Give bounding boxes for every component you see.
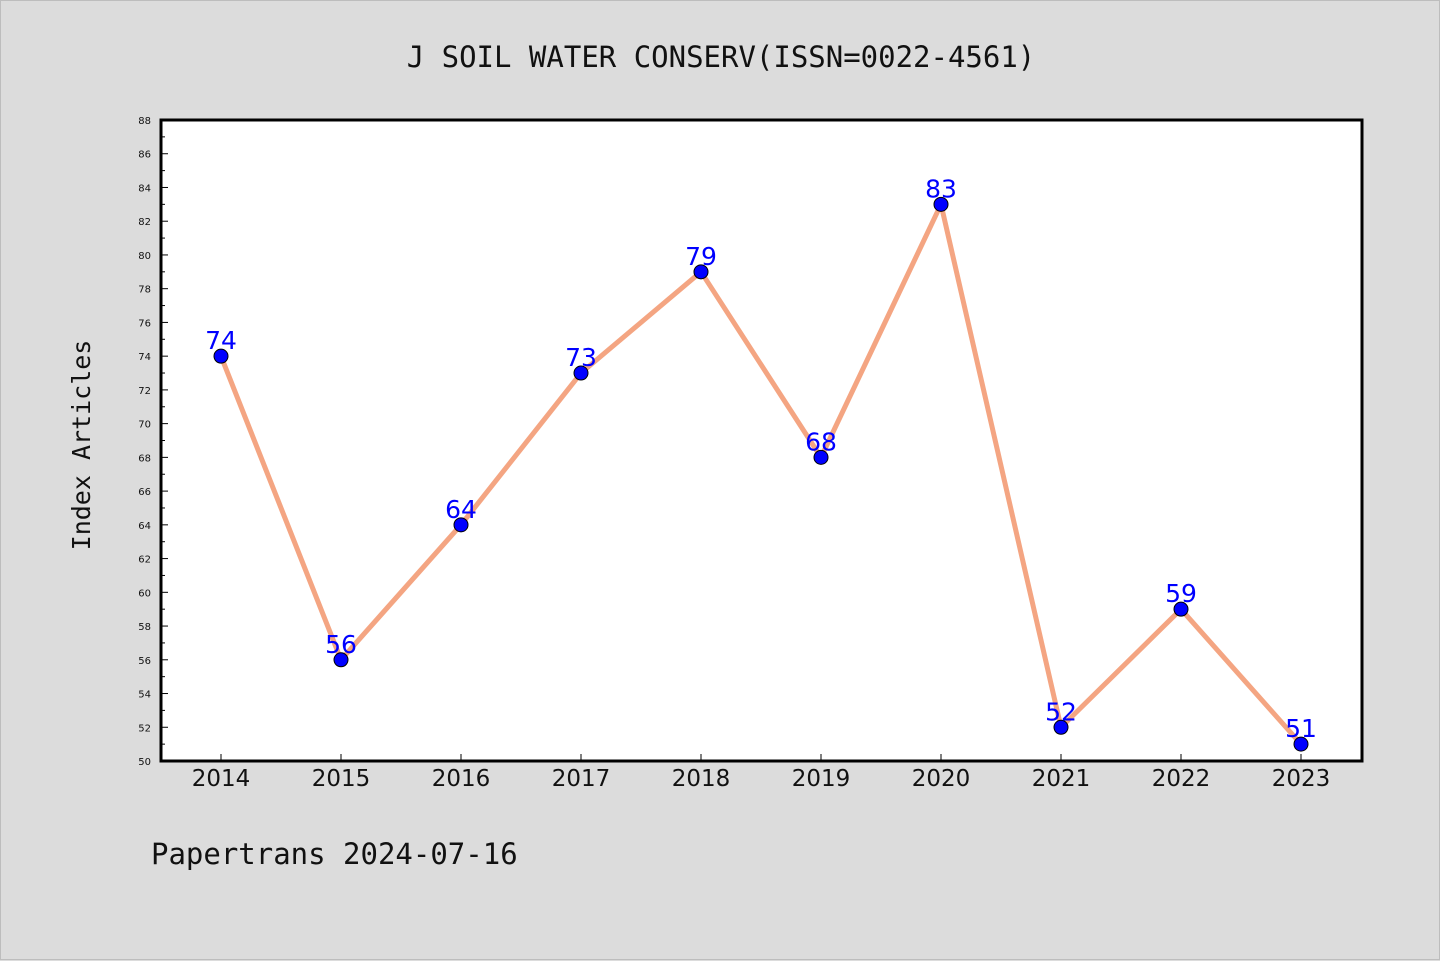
- data-point: [1173, 601, 1189, 617]
- series-line: [218, 201, 1304, 747]
- y-tick-label: 84: [138, 183, 151, 194]
- y-tick-label: 70: [138, 420, 151, 431]
- data-label: 79: [685, 242, 717, 271]
- data-label: 74: [205, 326, 237, 355]
- x-tick-label: 2018: [672, 766, 731, 792]
- y-tick-label: 50: [138, 757, 151, 768]
- y-tick-label: 82: [138, 217, 151, 228]
- y-tick-label: 62: [138, 555, 151, 566]
- data-label: 51: [1285, 714, 1317, 743]
- y-tick-label: 74: [138, 352, 151, 363]
- chart-title: J SOIL WATER CONSERV(ISSN=0022-4561): [407, 40, 1036, 74]
- y-tick-label: 66: [138, 487, 151, 498]
- data-point: [693, 264, 709, 280]
- data-label: 52: [1045, 697, 1077, 726]
- x-axis: 2014 2015 2016 2017 2018 2019 2020 2021 2022 2023: [192, 754, 1331, 792]
- data-label: 64: [445, 495, 477, 524]
- data-point: [933, 196, 949, 212]
- footer-credit: Papertrans 2024-07-16: [151, 837, 518, 871]
- x-tick-label: 2023: [1272, 766, 1331, 792]
- data-point: [333, 652, 349, 668]
- data-point: [813, 449, 829, 465]
- data-label: 68: [805, 427, 837, 456]
- x-tick-label: 2016: [432, 766, 491, 792]
- plot-area: [161, 120, 1362, 761]
- y-tick-label: 64: [138, 521, 151, 532]
- data-point: [213, 348, 229, 364]
- x-tick-label: 2019: [792, 766, 851, 792]
- data-point: [453, 517, 469, 533]
- y-tick-label: 78: [138, 285, 151, 296]
- data-label: 83: [925, 174, 957, 203]
- x-tick-label: 2022: [1152, 766, 1211, 792]
- x-tick-label: 2017: [552, 766, 611, 792]
- plot-frame: [159, 118, 1364, 763]
- x-tick-label: 2014: [192, 766, 251, 792]
- data-label: 73: [565, 343, 597, 372]
- data-point: [573, 365, 589, 381]
- y-tick-label: 80: [138, 251, 151, 262]
- x-tick-label: 2021: [1032, 766, 1091, 792]
- y-tick-label: 60: [138, 588, 151, 599]
- data-point: [1053, 719, 1069, 735]
- y-tick-label: 68: [138, 453, 151, 464]
- y-tick-label: 56: [138, 656, 151, 667]
- y-tick-label: 72: [138, 386, 151, 397]
- data-label: 59: [1165, 579, 1197, 608]
- data-label: 56: [325, 630, 357, 659]
- y-tick-label: 54: [138, 690, 151, 701]
- x-tick-label: 2015: [312, 766, 371, 792]
- y-tick-label: 52: [138, 723, 151, 734]
- y-tick-label: 86: [138, 150, 151, 161]
- y-tick-label: 88: [138, 116, 151, 127]
- data-point: [1293, 736, 1309, 752]
- y-tick-label: 58: [138, 622, 151, 633]
- x-tick-label: 2020: [912, 766, 971, 792]
- y-axis-label: Index Articles: [67, 340, 96, 551]
- series-layer: 74 56 64 73 79 68 83 52 59 51: [205, 174, 1317, 752]
- y-tick-label: 76: [138, 318, 151, 329]
